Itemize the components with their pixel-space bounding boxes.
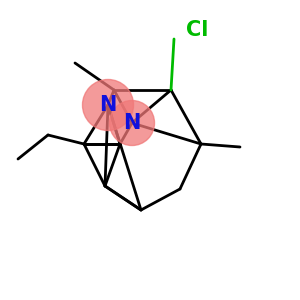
Circle shape bbox=[82, 80, 134, 130]
Text: N: N bbox=[123, 113, 141, 133]
Circle shape bbox=[110, 100, 154, 146]
Text: Cl: Cl bbox=[186, 20, 208, 40]
Text: N: N bbox=[99, 95, 117, 115]
